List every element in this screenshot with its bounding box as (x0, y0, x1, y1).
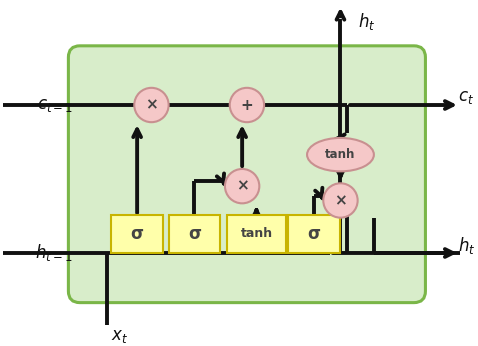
Text: tanh: tanh (326, 148, 356, 161)
Circle shape (230, 88, 264, 122)
Ellipse shape (307, 138, 374, 171)
Text: tanh: tanh (240, 227, 272, 240)
Text: ×: × (145, 98, 158, 112)
Text: $c_t$: $c_t$ (458, 88, 474, 106)
Text: σ: σ (307, 225, 320, 243)
Text: ×: × (236, 179, 249, 194)
Text: $x_t$: $x_t$ (111, 327, 129, 345)
Text: σ: σ (130, 225, 143, 243)
Circle shape (323, 183, 358, 218)
Text: $h_t$: $h_t$ (458, 235, 475, 256)
Circle shape (134, 88, 169, 122)
FancyBboxPatch shape (227, 215, 286, 253)
FancyBboxPatch shape (169, 215, 220, 253)
FancyBboxPatch shape (111, 215, 163, 253)
FancyBboxPatch shape (68, 46, 425, 303)
Text: σ: σ (188, 225, 201, 243)
Text: $h_{t-1}$: $h_{t-1}$ (35, 243, 73, 264)
FancyBboxPatch shape (288, 215, 339, 253)
Text: $c_{t-1}$: $c_{t-1}$ (37, 96, 73, 114)
Text: $h_t$: $h_t$ (358, 11, 375, 33)
Text: +: + (240, 98, 253, 112)
Circle shape (225, 169, 260, 203)
Text: ×: × (334, 193, 347, 208)
